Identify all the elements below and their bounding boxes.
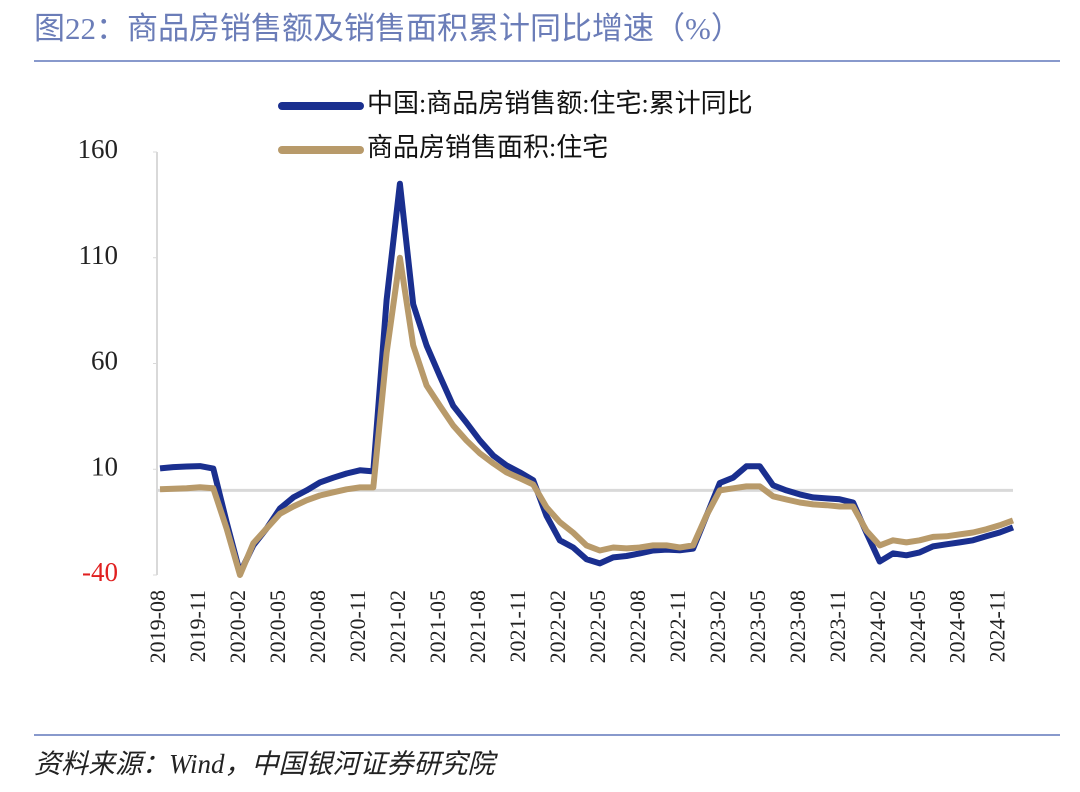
x-tick-label: 2022-08 (625, 590, 650, 663)
chart-title: 图22：商品房销售额及销售面积累计同比增速（%） (34, 11, 742, 46)
source-note: 资料来源：Wind，中国银河证券研究院 (34, 749, 499, 779)
series-line (159, 254, 1015, 578)
x-tick-label: 2022-11 (665, 590, 690, 663)
x-tick-label: 2020-11 (345, 590, 370, 663)
x-tick-label: 2023-08 (785, 590, 810, 663)
y-tick-label: 10 (91, 451, 118, 481)
x-tick-label: 2020-08 (305, 590, 330, 663)
x-tick-label: 2021-05 (425, 590, 450, 663)
y-tick-label: -40 (82, 557, 118, 587)
x-tick-label: 2023-05 (745, 590, 770, 663)
x-tick-label: 2024-08 (945, 590, 970, 663)
x-tick-label: 2024-11 (985, 590, 1010, 663)
x-tick-label: 2023-02 (705, 590, 730, 663)
x-tick-label: 2022-02 (545, 590, 570, 663)
x-tick-label: 2020-05 (265, 590, 290, 663)
x-tick-label: 2024-02 (865, 590, 890, 663)
y-tick-label: 160 (78, 134, 119, 164)
x-tick-label: 2020-02 (225, 590, 250, 663)
y-tick-label: 110 (79, 240, 119, 270)
x-tick-label: 2021-11 (505, 590, 530, 663)
x-tick-label: 2019-08 (145, 590, 170, 663)
x-tick-label: 2019-11 (185, 590, 210, 663)
y-tick-label: 60 (91, 346, 118, 376)
x-tick-label: 2023-11 (825, 590, 850, 663)
legend-label: 中国:商品房销售额:住宅:累计同比 (367, 89, 753, 118)
legend-label: 商品房销售面积:住宅 (367, 133, 608, 162)
x-tick-label: 2021-02 (385, 590, 410, 663)
series-line (159, 180, 1015, 576)
x-tick-label: 2021-08 (465, 590, 490, 663)
x-tick-label: 2022-05 (585, 590, 610, 663)
x-tick-label: 2024-05 (905, 590, 930, 663)
